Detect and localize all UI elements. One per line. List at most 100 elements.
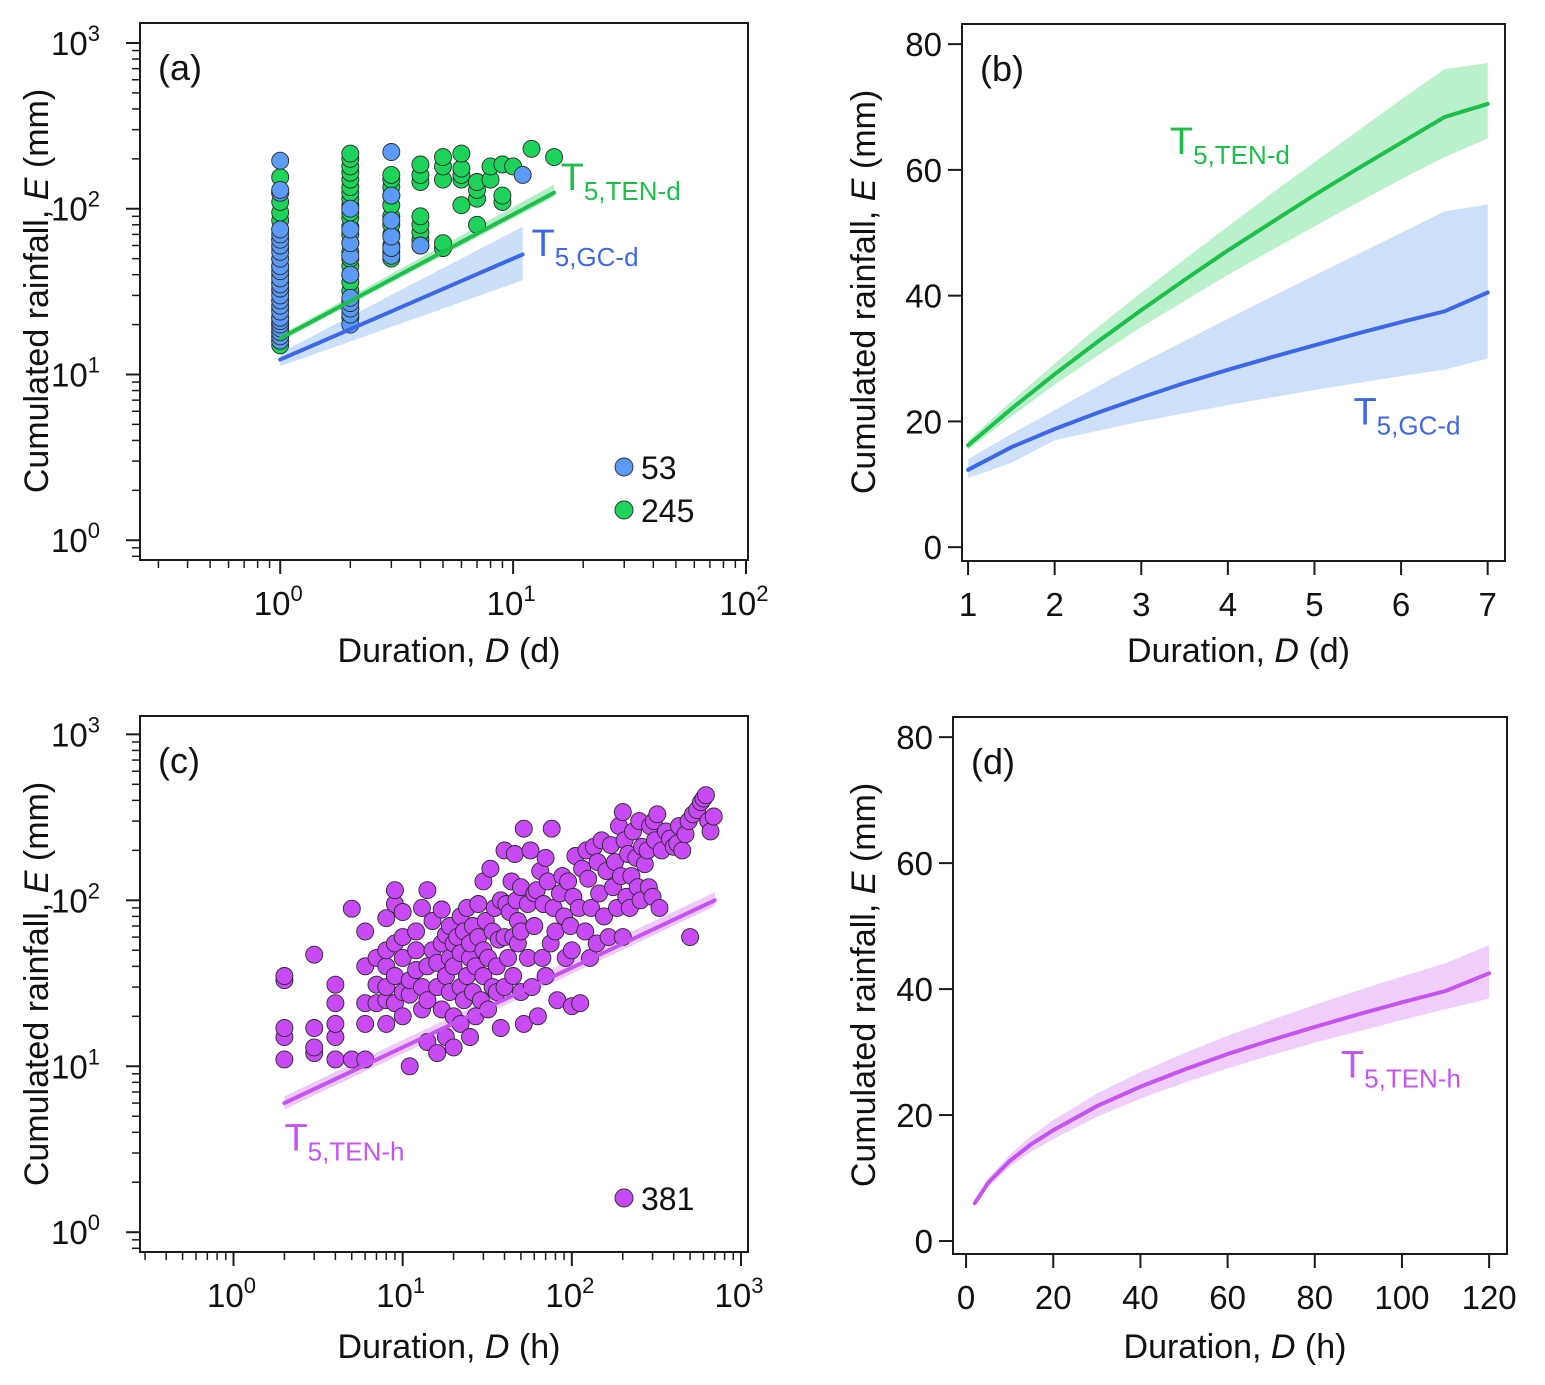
data-point [434, 148, 452, 167]
x-tick-label: 100 [1374, 1279, 1429, 1316]
data-point [271, 180, 290, 199]
data-point [650, 898, 669, 917]
data-point [385, 881, 404, 900]
y-tick-label: 0 [915, 1223, 933, 1260]
plot-frame [139, 22, 749, 561]
data-point [385, 967, 404, 985]
x-axis-label: Duration, D (h) [1124, 1328, 1347, 1366]
x-axis-label: Duration, D (d) [1127, 632, 1350, 670]
data-point [491, 1019, 510, 1037]
data-point [342, 899, 361, 918]
data-point [341, 144, 360, 163]
data-point [546, 922, 565, 941]
y-axis-label-text: Cumulated rainfall, [18, 893, 56, 1186]
data-point [413, 898, 431, 917]
panel-label: (a) [158, 47, 202, 88]
data-point [673, 841, 692, 860]
y-axis-label-text: Cumulated rainfall, [18, 200, 56, 493]
y-tick-label-base: 10 [51, 25, 88, 62]
data-point [275, 1050, 294, 1069]
y-axis-label-unit: (mm) [18, 782, 56, 871]
x-tick-label: 100 [207, 1273, 256, 1314]
y-tick-label: 60 [896, 845, 933, 882]
data-point [382, 227, 401, 246]
x-tick-label-exponent: 1 [413, 1273, 425, 1298]
data-point [499, 948, 518, 967]
data-point [704, 807, 723, 826]
x-axis-label-unit: (d) [1299, 632, 1350, 670]
data-point [444, 1038, 463, 1057]
legend-marker [614, 457, 634, 477]
y-tick-label-base: 10 [51, 1048, 88, 1085]
y-axis-label-variable: E [18, 870, 56, 893]
x-tick-label-base: 10 [545, 1277, 582, 1314]
data-point [271, 151, 290, 170]
series-annotation: T5,TEN-d [561, 157, 681, 206]
y-tick-label: 102 [51, 878, 100, 919]
x-axis-label-variable: D [485, 1328, 510, 1366]
data-point [613, 803, 632, 822]
x-axis-label: Duration, D (d) [338, 632, 561, 670]
annotation-main: T [1170, 121, 1193, 163]
data-point [341, 220, 360, 239]
data-point [701, 822, 720, 841]
data-point [571, 994, 590, 1013]
y-axis-label: Cumulated rainfall, E (mm) [845, 90, 883, 494]
series-annotation: T5,TEN-d [1170, 121, 1290, 170]
x-tick-label-base: 10 [487, 585, 524, 622]
data-point [505, 845, 524, 863]
data-point [382, 186, 401, 205]
data-point [407, 922, 426, 941]
y-tick-label: 40 [905, 278, 942, 315]
x-tick-label: 5 [1305, 586, 1323, 623]
series-line-t5-gc-d [966, 290, 1490, 472]
y-axis-label-variable: E [18, 177, 56, 200]
y-tick-label: 102 [51, 187, 100, 228]
data-point [595, 907, 613, 926]
x-tick-label: 6 [1392, 586, 1410, 623]
y-tick-label: 101 [51, 1044, 100, 1085]
x-axis-label-text: Duration, [1124, 1328, 1271, 1366]
data-point [648, 805, 667, 824]
y-tick-label-base: 10 [51, 1214, 88, 1251]
data-point [452, 196, 471, 215]
series-line-t5-ten-d [278, 190, 557, 341]
x-axis-label-text: Duration, [338, 1328, 485, 1366]
data-point [428, 1044, 447, 1063]
x-tick-label: 102 [545, 1273, 594, 1314]
data-point [513, 165, 532, 184]
data-point [275, 967, 294, 985]
x-tick-label: 103 [715, 1273, 764, 1314]
x-axis-label-text: Duration, [338, 632, 485, 670]
data-point [562, 941, 581, 960]
y-axis-label-variable: E [845, 871, 883, 894]
data-point [452, 144, 471, 163]
data-point [356, 1014, 375, 1033]
data-point [411, 207, 430, 226]
x-tick-label-exponent: 2 [756, 581, 768, 606]
y-tick-label: 0 [924, 529, 942, 566]
y-axis-label-unit: (mm) [845, 90, 883, 179]
data-point [514, 819, 533, 838]
y-tick-label: 80 [905, 26, 942, 63]
y-axis-label-text: Cumulated rainfall, [845, 894, 883, 1187]
y-tick-label: 103 [51, 21, 100, 62]
data-point [533, 948, 552, 967]
data-point [326, 1014, 345, 1033]
y-tick-label-exponent: 0 [88, 518, 100, 543]
x-tick-label: 1 [959, 586, 977, 623]
data-point [326, 994, 345, 1013]
annotation-subscript: 5,GC-d [1377, 411, 1461, 441]
y-tick-label-base: 10 [51, 522, 88, 559]
x-tick-label: 80 [1296, 1279, 1333, 1316]
y-tick-label: 103 [51, 712, 100, 753]
confidence-band-t5-ten-h [974, 945, 1490, 1205]
y-axis-label-variable: E [845, 178, 883, 201]
series-line-t5-ten-h [282, 898, 717, 1106]
series-line-t5-ten-d [966, 101, 1490, 448]
data-point [305, 945, 324, 964]
data-point [411, 155, 430, 174]
y-axis-label-unit: (mm) [845, 783, 883, 872]
y-tick-label-base: 10 [51, 356, 88, 393]
